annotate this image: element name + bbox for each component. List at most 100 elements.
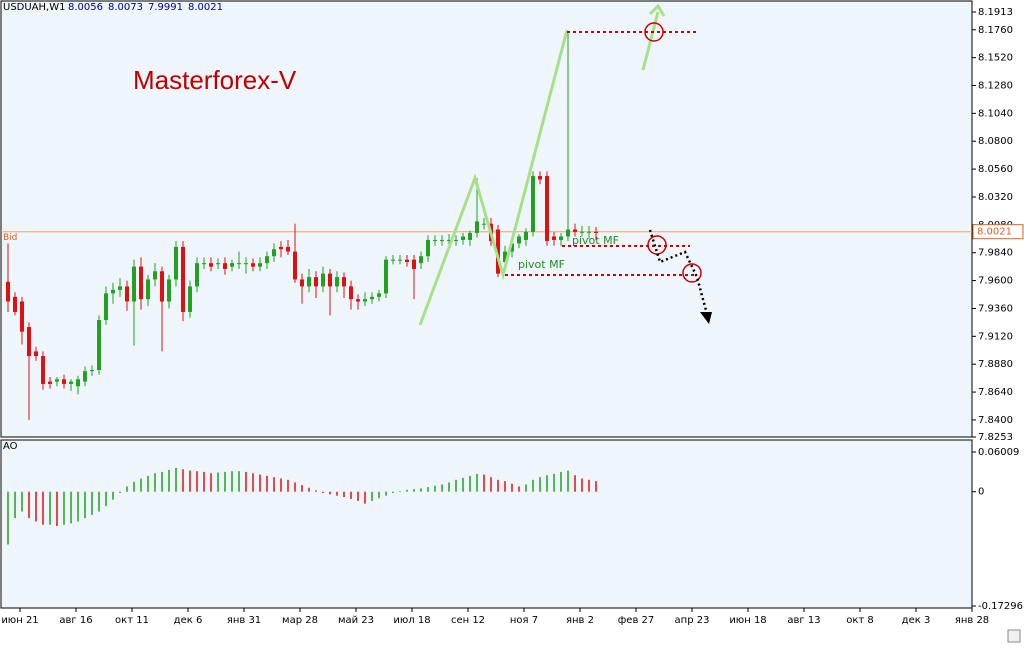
candle-body	[524, 231, 528, 240]
scroll-box[interactable]	[1007, 629, 1021, 643]
forecast-path	[648, 229, 709, 315]
candle-body	[27, 327, 31, 357]
candle-body	[139, 266, 143, 300]
candle-body	[566, 229, 570, 237]
zigzag	[418, 29, 569, 326]
ao-tick-label: -0.17296	[978, 601, 1023, 612]
x-tick-label: янв 31	[227, 615, 261, 626]
header-close: 8.0021	[188, 2, 223, 13]
x-tick-label: ноя 7	[510, 615, 538, 626]
candle-body	[34, 351, 38, 357]
candle-body	[223, 263, 227, 269]
candle-body	[300, 279, 304, 287]
bid-value: 8.0021	[977, 227, 1012, 238]
candle-body	[251, 263, 255, 267]
candle-body	[230, 263, 234, 267]
candle-body	[216, 263, 220, 265]
candle-body	[209, 263, 213, 267]
candle-body	[594, 231, 598, 233]
candle-body	[48, 381, 52, 384]
candle-body	[314, 277, 318, 287]
candle-body	[349, 286, 353, 300]
candle-body	[377, 293, 381, 297]
candle-body	[384, 259, 388, 294]
candle-body	[160, 271, 164, 302]
candle-body	[405, 259, 409, 263]
candle-body	[335, 277, 339, 287]
x-tick-label: сен 12	[451, 615, 485, 626]
y-tick-label: 7.8880	[978, 359, 1013, 370]
candle-body	[146, 279, 150, 300]
candle-body	[356, 299, 360, 302]
candle-body	[510, 243, 514, 252]
candle-body	[174, 246, 178, 280]
y-tick-label: 8.1280	[978, 81, 1013, 92]
header-open: 8.0056	[68, 2, 103, 13]
y-tick-label: 8.1913	[978, 7, 1013, 18]
candle-body	[412, 259, 416, 269]
candle-body	[69, 381, 73, 384]
candle-body	[258, 263, 262, 267]
y-tick-label: 7.8253	[978, 432, 1013, 443]
ao-tick-label: 0.06009	[978, 447, 1019, 458]
x-tick-label: дек 3	[902, 615, 931, 626]
candle-body	[132, 266, 136, 302]
candle-body	[321, 273, 325, 287]
candle-body	[195, 263, 199, 287]
x-tick-label: дек 6	[174, 615, 203, 626]
target-circle	[644, 22, 664, 42]
forecast-arrowhead	[700, 312, 712, 324]
candle-body	[6, 281, 10, 302]
y-tick-label: 8.1760	[978, 25, 1013, 36]
candle-body	[496, 229, 500, 274]
bid-box	[972, 224, 1024, 240]
y-tick-label: 8.0560	[978, 164, 1013, 175]
candle-body	[538, 176, 542, 180]
y-tick-label: 7.8400	[978, 415, 1013, 426]
candle-body	[454, 239, 458, 241]
candle-body	[475, 221, 479, 233]
x-tick-label: окт 8	[846, 615, 874, 626]
candle-body	[41, 356, 45, 384]
candle-body	[279, 246, 283, 250]
y-tick-label: 8.0800	[978, 136, 1013, 147]
candle-body	[328, 273, 332, 287]
candle-body	[167, 279, 171, 302]
x-tick-label: апр 23	[675, 615, 710, 626]
zigzag-arrowhead	[648, 3, 666, 17]
candle-body	[153, 271, 157, 280]
y-tick-label: 8.1520	[978, 53, 1013, 64]
target-circle	[682, 263, 702, 283]
candle-body	[13, 296, 17, 312]
candle-body	[580, 231, 584, 233]
candle-body	[398, 259, 402, 261]
analysis-drawings	[418, 3, 712, 326]
candle-body	[370, 296, 374, 300]
candle-body	[426, 239, 430, 257]
candle-body	[573, 229, 577, 232]
target-circle	[647, 235, 667, 255]
y-tick-label: 8.0320	[978, 192, 1013, 203]
candle-body	[111, 289, 115, 294]
candle-body	[503, 251, 507, 263]
candle-body	[55, 379, 59, 382]
candle-body	[552, 236, 556, 240]
candle-body	[244, 263, 248, 265]
candle-body	[125, 286, 129, 302]
bid-label: Bid	[3, 233, 17, 243]
ao-tick-label: 0	[978, 487, 984, 498]
candle-body	[461, 236, 465, 240]
candle-body	[20, 301, 24, 332]
y-tick-label: 7.9120	[978, 331, 1013, 342]
candle-body	[440, 239, 444, 241]
x-tick-label: фев 27	[618, 615, 655, 626]
candle-body	[104, 293, 108, 321]
x-tick-label: июн 18	[729, 615, 766, 626]
candle-body	[419, 256, 423, 264]
ao-panel	[0, 439, 973, 609]
candle-body	[272, 249, 276, 257]
candle-body	[76, 379, 80, 387]
x-tick-label: июн 21	[1, 615, 38, 626]
y-tick-label: 7.8640	[978, 387, 1013, 398]
ao-label: AO	[3, 441, 18, 452]
